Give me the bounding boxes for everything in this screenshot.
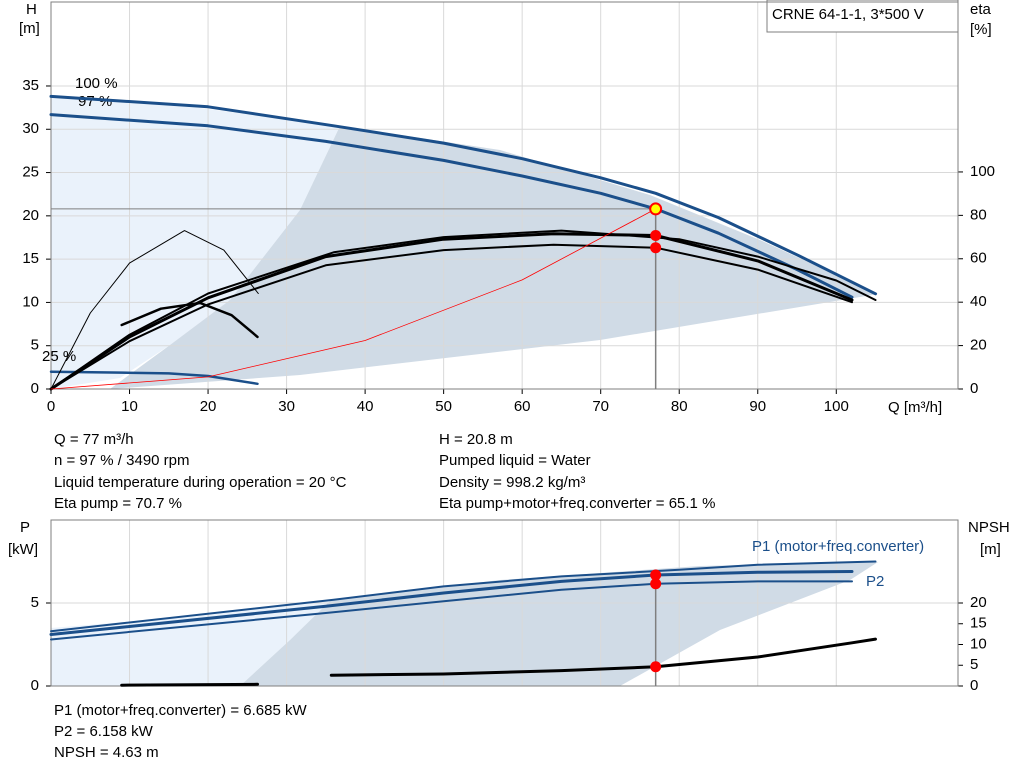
operating-point [650, 242, 662, 254]
chart-title: CRNE 64-1-1, 3*500 V [772, 6, 924, 23]
range-area [240, 562, 878, 686]
operating-point [649, 202, 663, 216]
y-axis-label: P [20, 519, 30, 536]
x-tick-label: 100 [824, 398, 849, 415]
curve [50, 208, 657, 390]
y-axis-label: H [26, 1, 37, 18]
y2-tick-label: 40 [970, 293, 987, 310]
y2-axis-unit: [%] [970, 21, 992, 38]
x-tick-label: 90 [749, 398, 766, 415]
y2-tick-label: 15 [970, 615, 987, 632]
curve [49, 570, 854, 636]
info-line: P1 (motor+freq.converter) = 6.685 kW [54, 702, 307, 719]
operating-point [650, 661, 662, 673]
x-tick-label: 20 [200, 398, 217, 415]
x-tick-label: 0 [47, 398, 55, 415]
operating-point [650, 569, 662, 581]
y-tick-label: 25 [22, 164, 39, 181]
y2-axis-unit: [m] [980, 541, 1001, 558]
y2-axis-label: NPSH [968, 519, 1010, 536]
curve-label: P2 [866, 573, 884, 590]
curve [120, 682, 259, 687]
x-tick-label: 10 [121, 398, 138, 415]
curve-label: P1 (motor+freq.converter) [752, 538, 924, 555]
x-tick-label: 60 [514, 398, 531, 415]
curve [50, 229, 877, 390]
info-line: Eta pump = 70.7 % [54, 495, 182, 512]
operating-point [650, 578, 662, 590]
y-tick-label: 5 [31, 594, 39, 611]
y2-tick-label: 80 [970, 206, 987, 223]
curve [49, 94, 877, 296]
curve [49, 370, 259, 386]
range-area [110, 126, 878, 389]
y2-tick-label: 60 [970, 250, 987, 267]
curve [120, 301, 259, 339]
y-tick-label: 0 [31, 677, 39, 694]
curve [50, 580, 853, 641]
curve [50, 230, 259, 390]
y2-tick-label: 20 [970, 337, 987, 354]
x-tick-label: 80 [671, 398, 688, 415]
y-tick-label: 30 [22, 120, 39, 137]
annotation: 100 % [75, 75, 118, 92]
plot-frame [50, 1, 959, 390]
bottom-chart: P [kW] NPSH [m] 0 5 0 5 10 15 20 P1 (motor+freq… [8, 519, 1010, 694]
plot-frame [50, 519, 959, 687]
y-tick-label: 5 [31, 337, 39, 354]
operating-info: Q = 77 m³/h n = 97 % / 3490 rpm Liquid t… [54, 431, 715, 761]
y-axis-unit: [kW] [8, 541, 38, 558]
info-line: Liquid temperature during operation = 20… [54, 474, 347, 491]
info-line: Q = 77 m³/h [54, 431, 134, 448]
top-chart: 100 % 97 % 25 % H [m] eta [%] Q [m³/h] C… [19, 0, 995, 416]
y2-axis-label: eta [970, 1, 992, 18]
y-tick-label: 10 [22, 293, 39, 310]
y2-tick-label: 10 [970, 635, 987, 652]
range-area [51, 97, 340, 389]
y-tick-label: 20 [22, 207, 39, 224]
y2-tick-label: 0 [970, 380, 978, 397]
curve [50, 560, 877, 633]
curve [49, 232, 854, 391]
x-axis-label: Q [m³/h] [888, 399, 942, 416]
annotation: 97 % [78, 93, 112, 110]
y-tick-label: 15 [22, 250, 39, 267]
y-tick-label: 0 [31, 380, 39, 397]
info-line: NPSH = 4.63 m [54, 744, 159, 761]
operating-point [650, 230, 662, 242]
range-area [51, 600, 331, 686]
title-box [766, 0, 959, 33]
y-axis-unit: [m] [19, 20, 40, 37]
x-tick-label: 70 [592, 398, 609, 415]
y2-tick-label: 20 [970, 594, 987, 611]
y-tick-label: 35 [22, 77, 39, 94]
x-tick-label: 40 [357, 398, 374, 415]
y2-tick-label: 100 [970, 163, 995, 180]
info-line: Pumped liquid = Water [439, 452, 591, 469]
y2-tick-label: 5 [970, 656, 978, 673]
x-tick-label: 50 [435, 398, 452, 415]
info-line: Eta pump+motor+freq.converter = 65.1 % [439, 495, 715, 512]
x-tick-label: 30 [278, 398, 295, 415]
curve [50, 243, 853, 390]
info-line: P2 = 6.158 kW [54, 723, 154, 740]
y2-tick-label: 0 [970, 677, 978, 694]
info-line: Density = 998.2 kg/m³ [439, 474, 585, 491]
curve [49, 113, 854, 299]
info-line: n = 97 % / 3490 rpm [54, 452, 190, 469]
info-line: H = 20.8 m [439, 431, 513, 448]
